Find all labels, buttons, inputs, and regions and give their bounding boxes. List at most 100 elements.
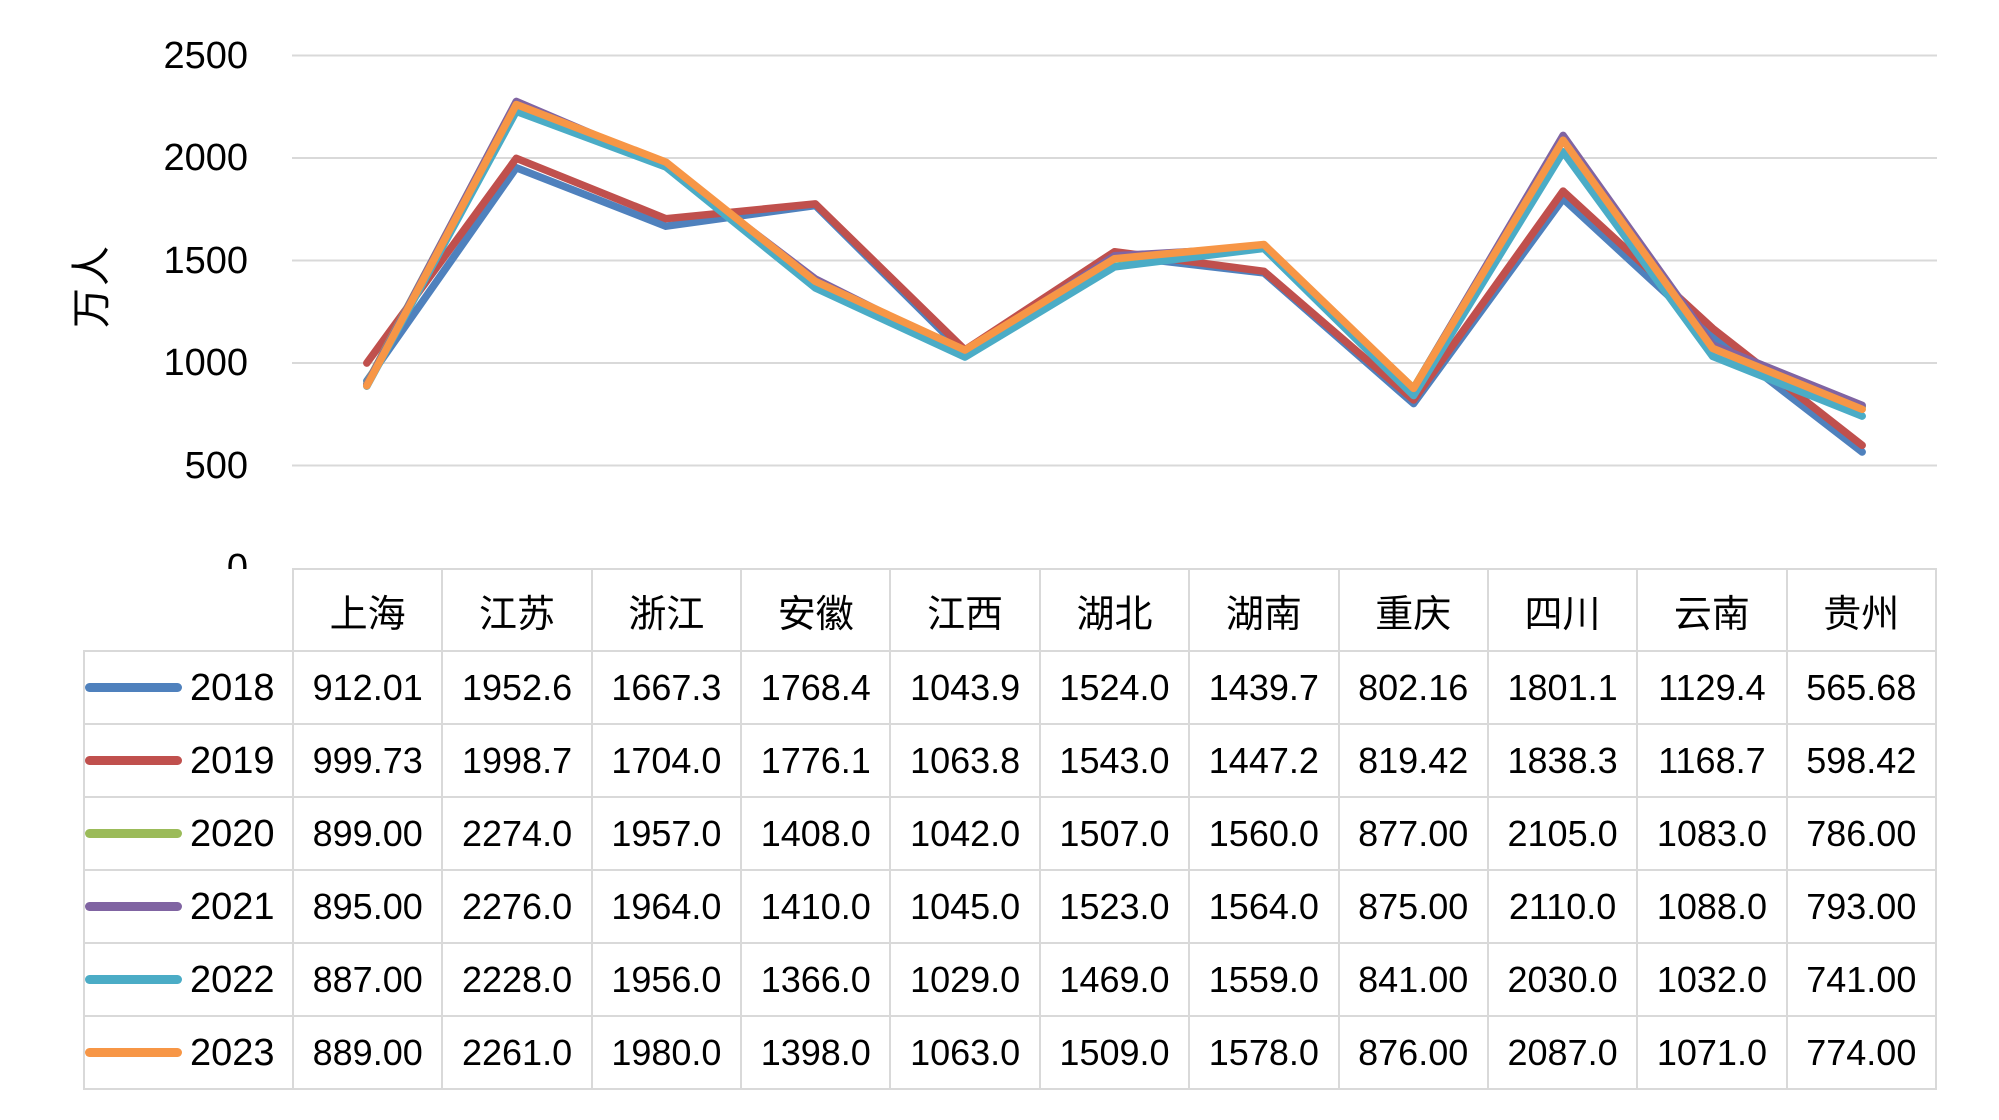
value-cell: 1168.7 — [1636, 723, 1788, 798]
value-cell: 1071.0 — [1636, 1015, 1788, 1090]
table-row-2023: 2023 889.00 2261.0 1980.0 1398.0 1063.0 1509.0… — [83, 1015, 1938, 1090]
category-header-cell: 重庆 — [1337, 568, 1489, 652]
value-cell: 876.00 — [1337, 1015, 1489, 1090]
value-cell: 912.01 — [291, 650, 444, 725]
value-cell: 1801.1 — [1486, 650, 1639, 725]
value-cell: 786.00 — [1785, 796, 1938, 871]
value-cell: 1042.0 — [889, 796, 1041, 871]
value-cell: 1998.7 — [441, 723, 593, 798]
category-header-cell: 贵州 — [1785, 568, 1938, 652]
value-cell: 1838.3 — [1486, 723, 1639, 798]
category-header-cell: 江西 — [889, 568, 1041, 652]
value-cell: 1952.6 — [441, 650, 593, 725]
value-cell: 1768.4 — [740, 650, 892, 725]
y-axis-tick-label: 500 — [184, 444, 248, 487]
category-header-cell: 浙江 — [590, 568, 743, 652]
value-cell: 1507.0 — [1038, 796, 1191, 871]
legend-key-2018-swatch — [85, 683, 182, 692]
series-year-label: 2018 — [190, 666, 275, 709]
value-cell: 1564.0 — [1188, 869, 1340, 944]
value-cell: 1667.3 — [590, 650, 743, 725]
series-line-2023 — [363, 100, 1866, 414]
legend-key-2023-swatch — [85, 1048, 182, 1057]
value-cell: 895.00 — [291, 869, 444, 944]
value-cell: 1469.0 — [1038, 942, 1191, 1017]
y-axis-tick-label: 1500 — [163, 239, 248, 282]
value-cell: 1032.0 — [1636, 942, 1788, 1017]
series-line-2018 — [363, 163, 1866, 456]
value-cell: 793.00 — [1785, 869, 1938, 944]
value-cell: 999.73 — [291, 723, 444, 798]
category-header-cell: 上海 — [291, 568, 444, 652]
value-cell: 899.00 — [291, 796, 444, 871]
value-cell: 1398.0 — [740, 1015, 892, 1090]
value-cell: 819.42 — [1337, 723, 1489, 798]
value-cell: 2030.0 — [1486, 942, 1639, 1017]
category-header-cell: 四川 — [1486, 568, 1639, 652]
value-cell: 1063.0 — [889, 1015, 1041, 1090]
table-header-row: 上海 江苏 浙江 安徽 江西 湖北 湖南 重庆 四川 云南 贵州 — [84, 568, 1938, 652]
value-cell: 802.16 — [1337, 650, 1489, 725]
value-cell: 1063.8 — [889, 723, 1041, 798]
y-axis-tick-label: 2000 — [163, 137, 248, 179]
value-cell: 1447.2 — [1188, 723, 1340, 798]
table-row-2020: 2020 899.00 2274.0 1957.0 1408.0 1042.0 1507.0… — [83, 796, 1938, 871]
value-cell: 2110.0 — [1486, 869, 1639, 944]
value-cell: 2274.0 — [441, 796, 593, 871]
series-line-2019 — [363, 154, 1866, 450]
legend-key-2021-swatch — [85, 902, 182, 911]
series-year-label: 2022 — [190, 958, 275, 1001]
table-corner-cell — [84, 569, 294, 652]
value-cell: 1956.0 — [590, 942, 743, 1017]
value-cell: 889.00 — [291, 1015, 444, 1090]
value-cell: 1439.7 — [1188, 650, 1340, 725]
legend-cell: 2018 — [83, 650, 294, 725]
value-cell: 1524.0 — [1038, 650, 1191, 725]
category-header-cell: 云南 — [1636, 568, 1788, 652]
value-cell: 1410.0 — [740, 869, 892, 944]
value-cell: 1509.0 — [1038, 1015, 1191, 1090]
value-cell: 1704.0 — [590, 723, 743, 798]
y-axis-tick-label: 2500 — [163, 34, 248, 77]
value-cell: 1043.9 — [889, 650, 1041, 725]
value-cell: 2228.0 — [441, 942, 593, 1017]
value-cell: 2087.0 — [1486, 1015, 1639, 1090]
value-cell: 1029.0 — [889, 942, 1041, 1017]
y-axis-tick-label: 1000 — [163, 342, 248, 384]
legend-key-2020-swatch — [85, 829, 182, 838]
category-header-cell: 湖南 — [1188, 568, 1340, 652]
table-row-2018: 2018 912.01 1952.6 1667.3 1768.4 1043.9 1524.0… — [83, 650, 1938, 725]
value-cell: 1366.0 — [740, 942, 892, 1017]
legend-key-2019-swatch — [85, 756, 182, 765]
value-cell: 1045.0 — [889, 869, 1041, 944]
value-cell: 1523.0 — [1038, 869, 1191, 944]
category-header-cell: 江苏 — [441, 568, 593, 652]
legend-cell: 2020 — [83, 796, 294, 871]
value-cell: 1543.0 — [1038, 723, 1191, 798]
value-cell: 1980.0 — [590, 1015, 743, 1090]
value-cell: 1776.1 — [740, 723, 892, 798]
table-row-2019: 2019 999.73 1998.7 1704.0 1776.1 1063.8 1543.0… — [83, 723, 1938, 798]
legend-cell: 2019 — [83, 723, 294, 798]
series-year-label: 2020 — [190, 812, 275, 855]
table-row-2022: 2022 887.00 2228.0 1956.0 1366.0 1029.0 1469.0… — [83, 942, 1938, 1017]
legend-cell: 2021 — [83, 869, 294, 944]
series-line-2022 — [363, 107, 1866, 420]
value-cell: 887.00 — [291, 942, 444, 1017]
series-year-label: 2019 — [190, 739, 275, 782]
category-header-cell: 湖北 — [1038, 568, 1191, 652]
value-cell: 1578.0 — [1188, 1015, 1340, 1090]
value-cell: 741.00 — [1785, 942, 1938, 1017]
category-header-cell: 安徽 — [740, 568, 892, 652]
value-cell: 875.00 — [1337, 869, 1489, 944]
value-cell: 2105.0 — [1486, 796, 1639, 871]
value-cell: 1083.0 — [1636, 796, 1788, 871]
value-cell: 1559.0 — [1188, 942, 1340, 1017]
value-cell: 1129.4 — [1636, 650, 1788, 725]
value-cell: 598.42 — [1785, 723, 1938, 798]
series-year-label: 2021 — [190, 885, 275, 928]
value-cell: 1957.0 — [590, 796, 743, 871]
value-cell: 565.68 — [1785, 650, 1938, 725]
